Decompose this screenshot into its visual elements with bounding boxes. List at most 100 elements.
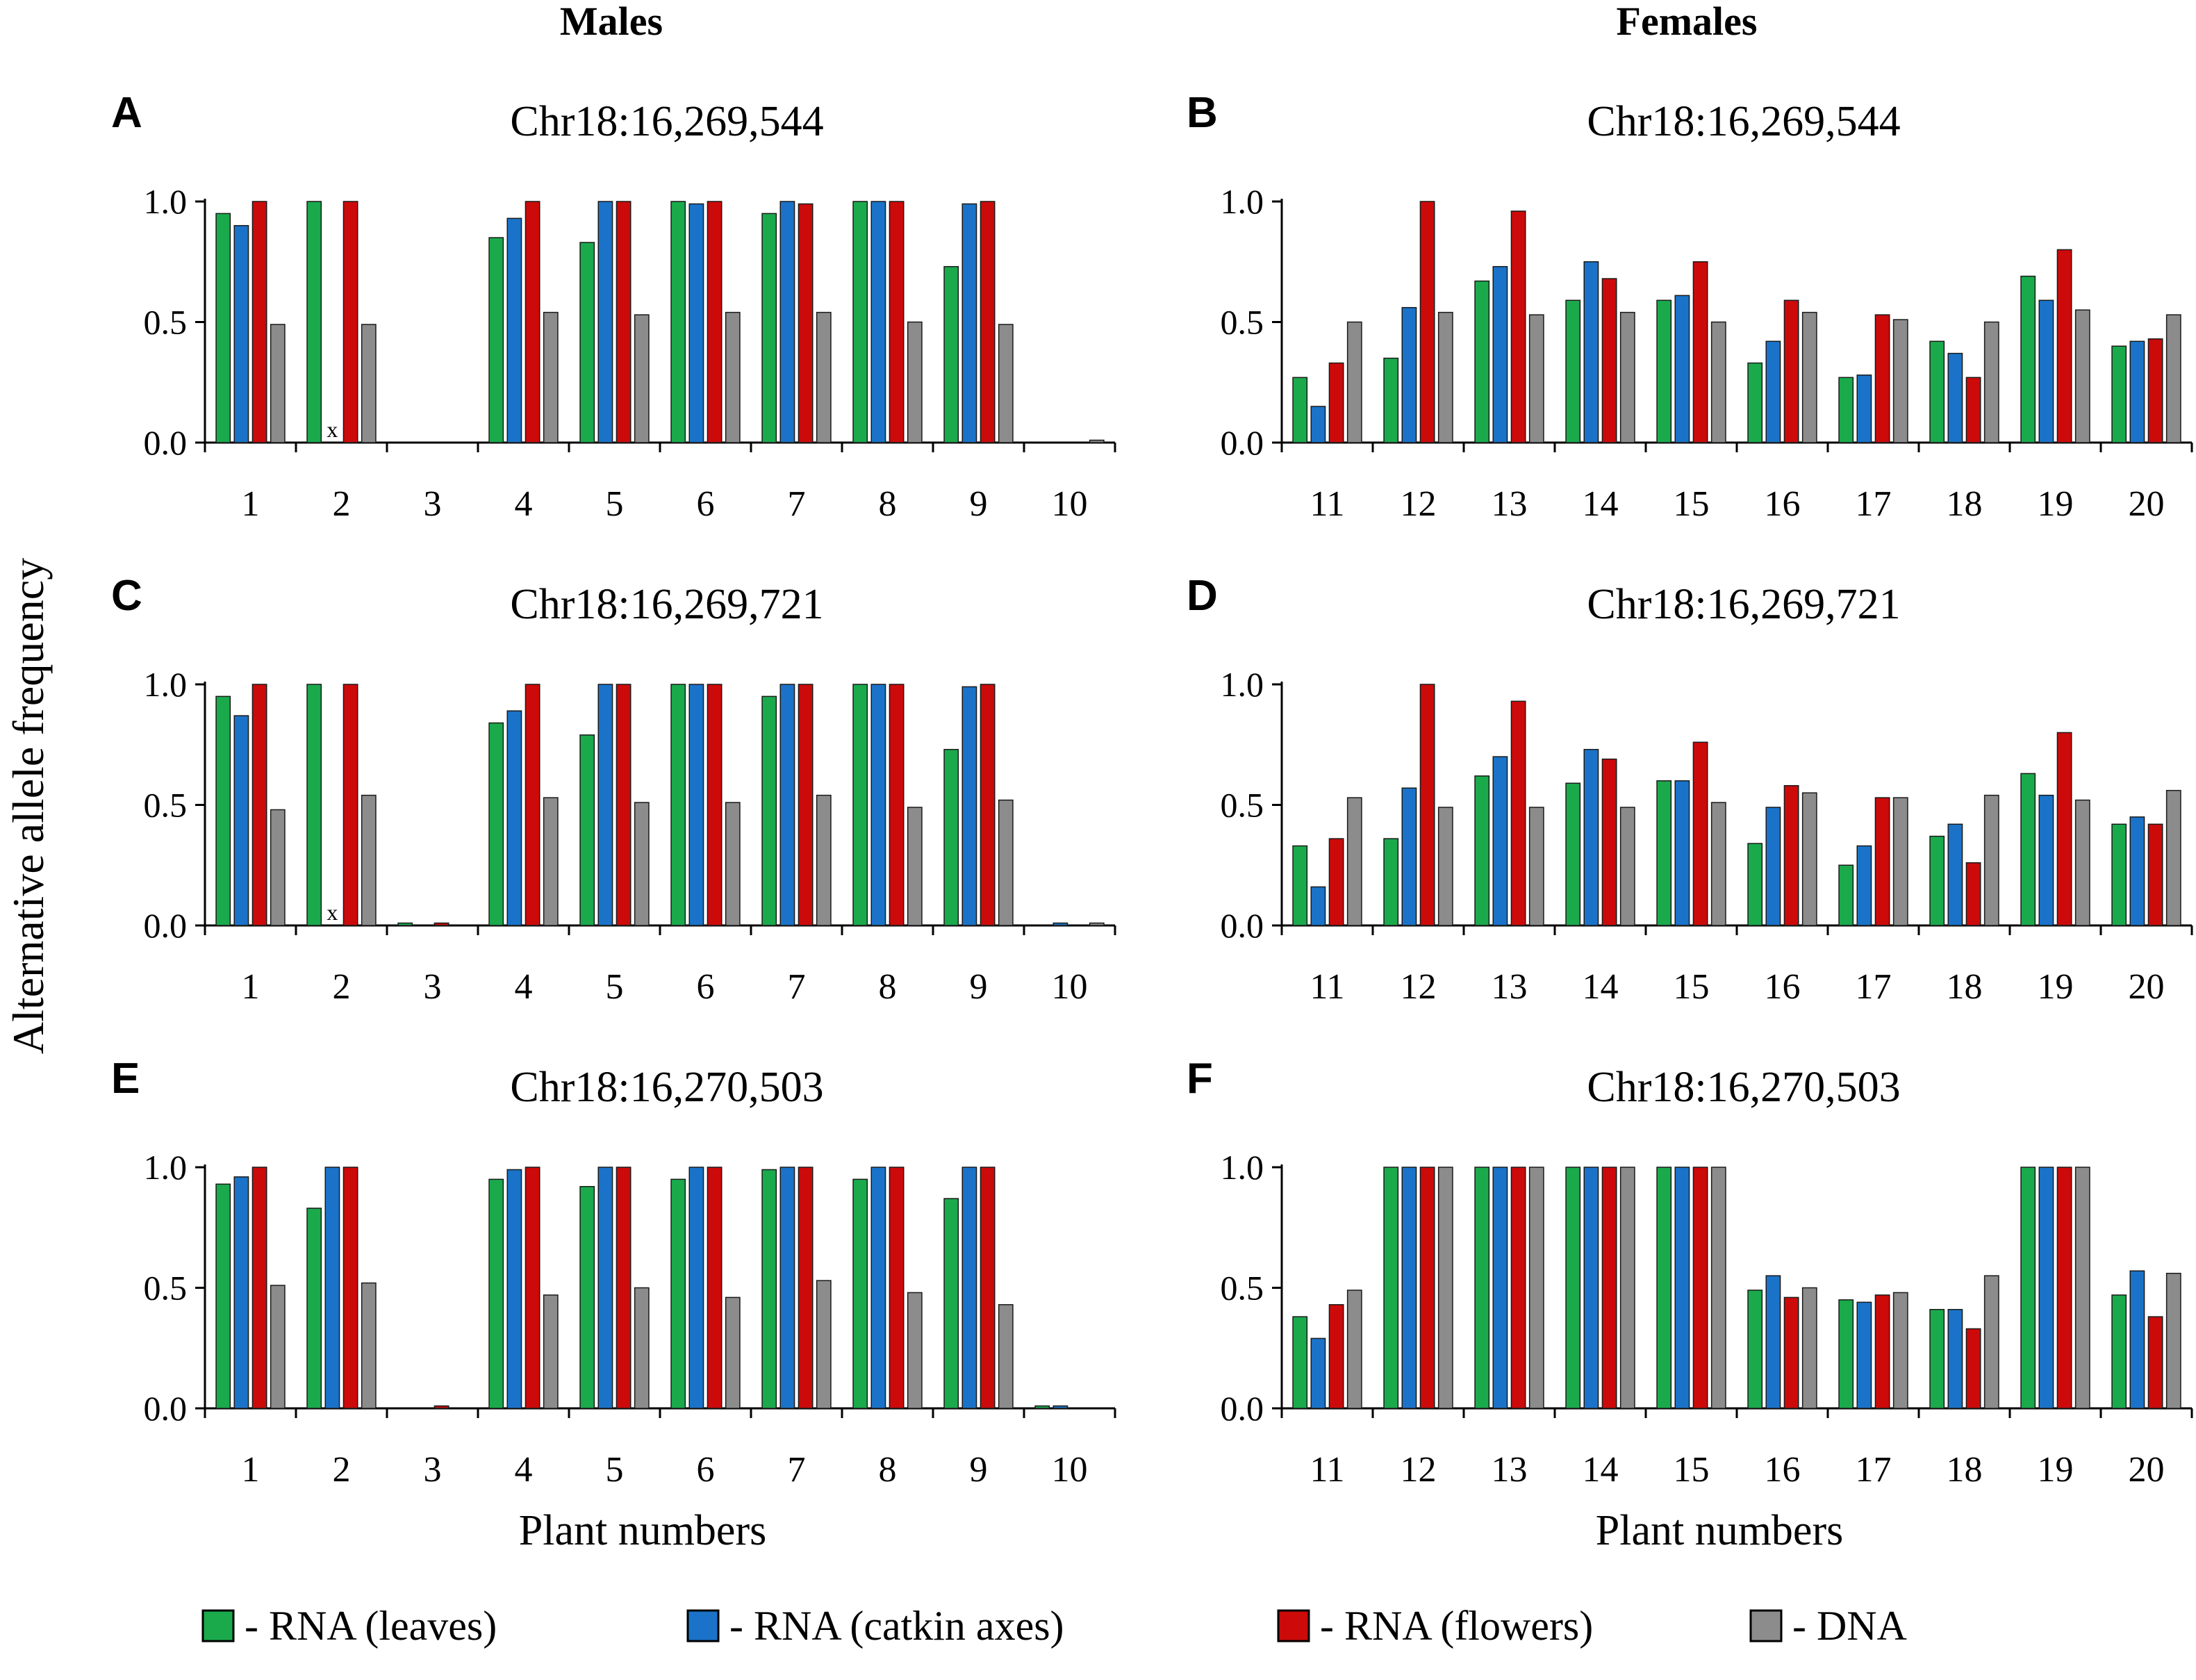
x-tick-label: 18	[1947, 967, 1983, 1007]
bar-dna-plant-1	[270, 1285, 286, 1409]
bar-flowers-plant-1	[251, 684, 267, 926]
bar-flowers-plant-1	[251, 201, 267, 443]
bar-dna-plant-5	[634, 802, 650, 926]
panel-c: C Chr18:16,269,721 0.0 0.5 1.0 1 2 x 3 4 5 6 7 8 9 10	[111, 572, 1116, 1007]
x-tick-label: 9	[970, 1450, 988, 1490]
bar-flowers-plant-18	[1965, 377, 1981, 443]
bar-flowers-plant-8	[889, 684, 905, 926]
bar-flowers-plant-14	[1601, 278, 1617, 443]
legend-swatch-flowers	[1277, 1609, 1310, 1642]
bar-leaves-plant-4	[488, 237, 504, 443]
bar-flowers-plant-5	[616, 1167, 631, 1409]
x-axis-label-males: Plant numbers	[519, 1507, 766, 1554]
bar-dna-plant-13	[1528, 1167, 1544, 1409]
legend-swatch-catkin	[686, 1609, 720, 1642]
bar-leaves-plant-4	[488, 1178, 504, 1409]
bar-flowers-plant-16	[1783, 1296, 1799, 1409]
bar-catkin-axes-plant-4	[506, 710, 522, 926]
bar-flowers-plant-3	[434, 1405, 449, 1409]
y-tick-label: 0.0	[144, 1389, 188, 1428]
x-tick-label: 15	[1674, 484, 1710, 524]
bar-flowers-plant-14	[1601, 1167, 1617, 1409]
panel-letter: B	[1187, 89, 1218, 137]
bar-flowers-plant-6	[707, 1167, 723, 1409]
bar-dna-plant-12	[1437, 807, 1453, 926]
bar-flowers-plant-11	[1328, 838, 1344, 926]
x-tick-label: 13	[1492, 967, 1528, 1007]
bar-flowers-plant-20	[2147, 823, 2163, 926]
x-tick-label: 5	[606, 1450, 624, 1490]
bar-leaves-plant-12	[1383, 1167, 1399, 1409]
x-tick-label: 5	[606, 967, 624, 1007]
bar-leaves-plant-18	[1929, 340, 1945, 443]
bar-dna-plant-5	[634, 314, 650, 443]
x-tick-label: 9	[970, 484, 988, 524]
bar-flowers-plant-17	[1874, 1294, 1890, 1409]
bar-flowers-plant-18	[1965, 1328, 1981, 1409]
bar-catkin-axes-plant-8	[870, 201, 886, 443]
bar-catkin-axes-plant-9	[961, 1167, 977, 1409]
bar-catkin-axes-plant-17	[1856, 845, 1872, 926]
bar-dna-plant-20	[2165, 789, 2181, 926]
bar-leaves-plant-17	[1838, 864, 1854, 926]
x-tick-label: 20	[2129, 967, 2165, 1007]
bar-leaves-plant-20	[2111, 1294, 2127, 1409]
bar-leaves-plant-1	[215, 213, 231, 443]
y-tick-label: 1.0	[144, 1148, 188, 1187]
panel-a: A Chr18:16,269,544 0.0 0.5 1.0 1 2 x 3 4 5 6 7 8 9 10	[111, 89, 1116, 524]
bar-leaves-plant-15	[1656, 1167, 1672, 1409]
y-tick-label: 1.0	[144, 182, 188, 221]
x-tick-label: 16	[1765, 967, 1801, 1007]
panel-title: Chr18:16,270,503	[510, 1064, 823, 1111]
bar-catkin-axes-plant-5	[597, 201, 613, 443]
bar-catkin-axes-plant-15	[1674, 1167, 1690, 1409]
bar-catkin-axes-plant-1	[233, 224, 249, 443]
y-tick-label: 0.0	[144, 906, 188, 945]
bar-leaves-plant-13	[1474, 775, 1490, 926]
panel-e: E Chr18:16,270,503 0.0 0.5 1.0 1 2 3 4 5 6 7 8 9 10	[111, 1055, 1116, 1490]
bar-catkin-axes-plant-14	[1583, 261, 1599, 443]
x-tick-label: 16	[1765, 1450, 1801, 1490]
bar-catkin-axes-plant-8	[870, 684, 886, 926]
x-tick-label: 10	[1052, 484, 1088, 524]
bar-dna-plant-6	[725, 802, 741, 926]
bar-catkin-axes-plant-2	[324, 1167, 340, 1409]
bar-catkin-axes-plant-10	[1052, 1405, 1068, 1409]
bar-dna-plant-4	[543, 1294, 559, 1409]
bar-dna-plant-10	[1089, 439, 1105, 443]
bar-leaves-plant-6	[670, 684, 686, 926]
bar-dna-plant-16	[1801, 311, 1817, 443]
bar-dna-plant-18	[1983, 1275, 1999, 1409]
bar-dna-plant-12	[1437, 1167, 1453, 1409]
bar-catkin-axes-plant-1	[233, 1176, 249, 1409]
bar-flowers-plant-13	[1510, 700, 1526, 926]
bar-catkin-axes-plant-12	[1401, 306, 1417, 443]
bar-flowers-plant-4	[525, 684, 540, 926]
legend-item-leaves: - RNA (leaves)	[201, 1603, 497, 1649]
bar-leaves-plant-10	[1034, 1405, 1050, 1409]
y-tick-label: 0.5	[144, 303, 188, 342]
column-title-males: Males	[560, 0, 663, 44]
x-tick-label: 3	[424, 1450, 442, 1490]
bar-dna-plant-4	[543, 311, 559, 443]
bar-flowers-plant-8	[889, 201, 905, 443]
bar-dna-plant-17	[1892, 319, 1908, 443]
bar-leaves-plant-13	[1474, 1167, 1490, 1409]
bar-dna-plant-15	[1710, 802, 1726, 926]
bar-flowers-plant-17	[1874, 797, 1890, 926]
y-tick-label: 0.5	[144, 1269, 188, 1308]
bar-flowers-plant-9	[980, 1167, 996, 1409]
bar-catkin-axes-plant-16	[1765, 807, 1781, 926]
bar-dna-plant-17	[1892, 797, 1908, 926]
panel-f: F Chr18:16,270,503 0.0 0.5 1.0 11 12 13 14 15 16 17…	[1187, 1055, 2193, 1490]
bar-flowers-plant-15	[1692, 741, 1708, 926]
bar-flowers-plant-2	[342, 201, 358, 443]
x-axis-label-females: Plant numbers	[1596, 1507, 1843, 1554]
bar-dna-plant-7	[816, 794, 832, 926]
bar-catkin-axes-plant-16	[1765, 340, 1781, 443]
bar-flowers-plant-19	[2056, 732, 2072, 926]
y-tick-label: 0.5	[1221, 303, 1264, 342]
x-tick-label: 6	[697, 484, 715, 524]
x-tick-label: 11	[1310, 484, 1344, 524]
